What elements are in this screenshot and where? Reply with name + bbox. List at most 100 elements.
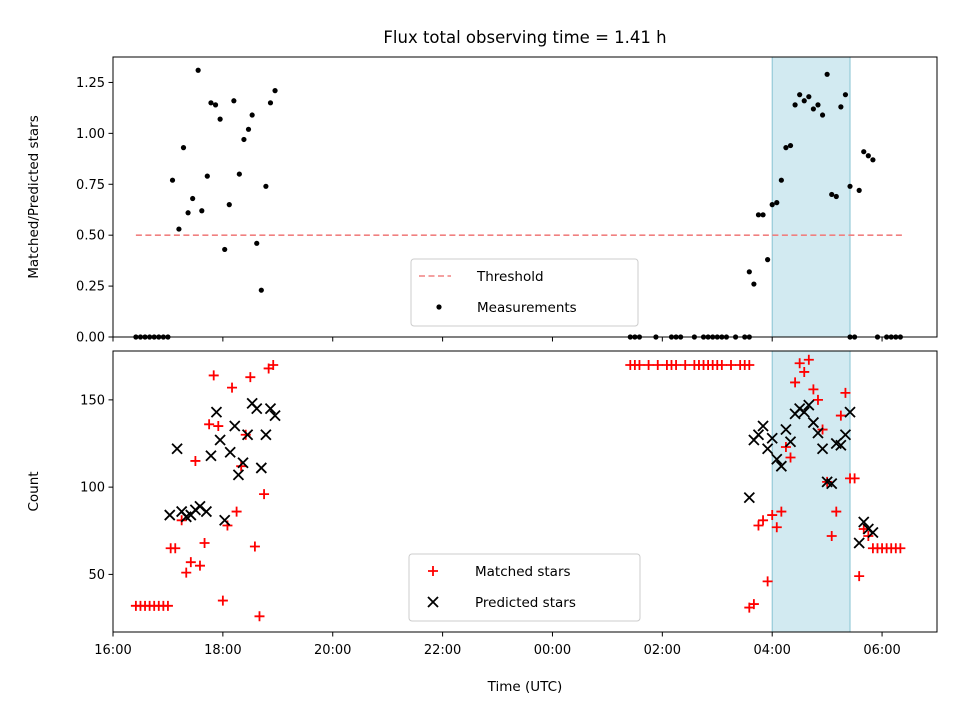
measurement-point xyxy=(778,177,784,183)
y-tick-label: 0.00 xyxy=(76,331,105,346)
matched-star-point xyxy=(744,359,755,370)
matched-star-point xyxy=(213,421,224,432)
measurement-point xyxy=(212,102,219,108)
x-tick-label: 04:00 xyxy=(753,643,790,658)
predicted-star-point xyxy=(858,516,870,528)
predicted-star-point xyxy=(784,436,797,448)
matched-star-point xyxy=(199,537,210,548)
matched-star-point xyxy=(268,359,279,370)
legend-label: Threshold xyxy=(476,269,544,285)
x-axis-label: Time (UTC) xyxy=(487,679,563,695)
measurement-point xyxy=(801,98,807,104)
matched-star-point xyxy=(217,595,228,606)
matched-star-point xyxy=(204,419,215,430)
y-tick-label: 0.25 xyxy=(76,280,105,295)
measurement-point xyxy=(865,153,871,159)
x-tick-label: 02:00 xyxy=(644,643,681,658)
count-panel: 16:00 18:00 20:00 22:00 00:00 02:00 04:00 06:00… xyxy=(26,350,938,658)
matched-star-point xyxy=(208,370,219,381)
measurement-point xyxy=(226,202,232,208)
measurement-point xyxy=(190,195,196,202)
matched-star-point xyxy=(803,354,814,365)
measurement-point xyxy=(797,92,803,98)
predicted-star-point xyxy=(844,406,856,418)
predicted-star-point xyxy=(269,409,281,422)
matched-star-point xyxy=(680,359,691,370)
matched-star-point xyxy=(170,543,181,554)
matched-star-point xyxy=(790,377,801,388)
measurement-point xyxy=(810,106,817,112)
axes-frame xyxy=(112,56,938,338)
predicted-star-point xyxy=(210,406,223,418)
predicted-star-point xyxy=(164,509,176,521)
matched-star-point xyxy=(249,541,260,552)
predicted-star-point xyxy=(219,514,231,526)
predicted-star-point xyxy=(853,537,865,549)
measurement-point xyxy=(241,136,247,143)
matched-star-point xyxy=(762,576,773,587)
predicted-star-point xyxy=(200,505,213,518)
matched-star-point xyxy=(190,455,201,466)
matched-star-point xyxy=(181,567,192,578)
measurement-point xyxy=(815,102,821,108)
measurement-point xyxy=(847,183,853,189)
measurement-point xyxy=(249,112,255,118)
measurement-point xyxy=(199,208,205,214)
measurement-point xyxy=(824,71,830,77)
measurement-point xyxy=(842,92,849,98)
measurement-point xyxy=(819,112,826,118)
measurement-point xyxy=(746,269,752,275)
measurement-point xyxy=(783,145,789,151)
measurement-point xyxy=(829,191,835,198)
measurement-point xyxy=(769,202,775,208)
predicted-star-point xyxy=(867,526,879,539)
y-tick-label: 0.50 xyxy=(76,229,105,244)
matched-star-point xyxy=(227,382,238,393)
measurement-point xyxy=(755,212,762,218)
y-axis-label: Count xyxy=(26,471,42,511)
measurement-point xyxy=(169,177,176,183)
matched-star-point xyxy=(812,394,823,405)
measurement-point xyxy=(792,102,798,108)
measurement-point xyxy=(222,246,228,253)
matched-star-point xyxy=(194,560,205,571)
predicted-star-point xyxy=(807,416,820,429)
matched-star-point xyxy=(652,359,663,370)
predicted-star-point xyxy=(205,450,217,462)
predicted-star-point xyxy=(224,446,236,458)
matched-star-point xyxy=(776,506,787,517)
matched-star-point xyxy=(726,359,736,370)
predicted-star-point xyxy=(766,432,778,444)
predicted-star-point xyxy=(171,443,183,455)
measurement-point xyxy=(272,88,278,94)
matched-star-point xyxy=(799,366,810,377)
measurement-point xyxy=(774,200,780,206)
legend-label: Matched stars xyxy=(475,564,571,580)
measurement-point xyxy=(806,94,812,100)
predicted-star-point xyxy=(264,402,277,415)
measurement-point xyxy=(263,183,269,189)
legend-label: Predicted stars xyxy=(475,595,576,611)
matched-star-point xyxy=(231,506,242,517)
chart-title: Flux total observing time = 1.41 h xyxy=(383,28,666,47)
matched-star-point xyxy=(671,359,682,370)
ratio-panel: 0.00 0.25 0.50 0.75 1.00 1.25 Matched/Predicte… xyxy=(26,56,938,346)
predicted-star-point xyxy=(251,402,263,415)
matched-star-point xyxy=(245,372,256,383)
predicted-star-point xyxy=(757,420,769,432)
predicted-star-point xyxy=(780,423,792,436)
legend-label: Measurements xyxy=(477,300,577,316)
matched-star-point xyxy=(162,600,173,611)
legend-matched-swatch xyxy=(428,566,438,576)
matched-star-point xyxy=(840,387,851,398)
measurement-point xyxy=(195,67,201,73)
y-tick-label: 0.75 xyxy=(76,178,105,193)
y-tick-label: 100 xyxy=(80,481,105,496)
measurement-point xyxy=(751,281,757,287)
matched-star-point xyxy=(748,599,759,610)
measurement-point xyxy=(180,145,187,151)
measurement-point xyxy=(856,187,862,193)
predicted-star-point xyxy=(229,420,241,432)
matched-star-point xyxy=(634,359,645,370)
predicted-star-point xyxy=(826,478,838,490)
